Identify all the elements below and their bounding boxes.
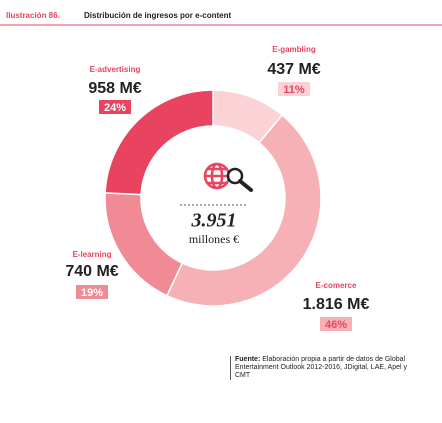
segment-name: E-learning: [72, 250, 111, 259]
value-label: 958 M€: [88, 80, 141, 97]
source-label: Fuente:: [235, 356, 261, 363]
share-badge: [76, 285, 108, 299]
share-label: 46%: [325, 319, 347, 331]
share-label: 24%: [104, 102, 126, 114]
magnifier-icon: [226, 167, 253, 192]
share-badge: [278, 82, 310, 96]
donut-segment: [104, 192, 184, 297]
center-unit: millones €: [189, 232, 239, 246]
globe-icon: [203, 162, 231, 190]
share-label: 19%: [81, 287, 103, 299]
value-label: 1.816 M€: [303, 296, 370, 313]
segment-name: E-gambling: [272, 45, 316, 54]
share-badge: [99, 100, 131, 114]
header-title: Distribución de ingresos por e-content: [84, 11, 231, 20]
share-badge: [320, 317, 352, 331]
segment-name: E-comerce: [316, 281, 357, 290]
donut-segment: [104, 89, 214, 196]
source: Fuente: Elaboración propia a partir de d…: [230, 356, 415, 380]
source-text: Elaboración propia a partir de datos de …: [235, 356, 407, 379]
donut-segment: [165, 113, 322, 307]
header-label: Ilustración 86.: [6, 11, 60, 20]
segment-name: E-advertising: [90, 65, 141, 74]
value-label: 437 M€: [267, 61, 320, 78]
center-value: 3.951: [191, 210, 237, 232]
value-label: 740 M€: [65, 263, 118, 280]
share-label: 11%: [283, 84, 305, 96]
